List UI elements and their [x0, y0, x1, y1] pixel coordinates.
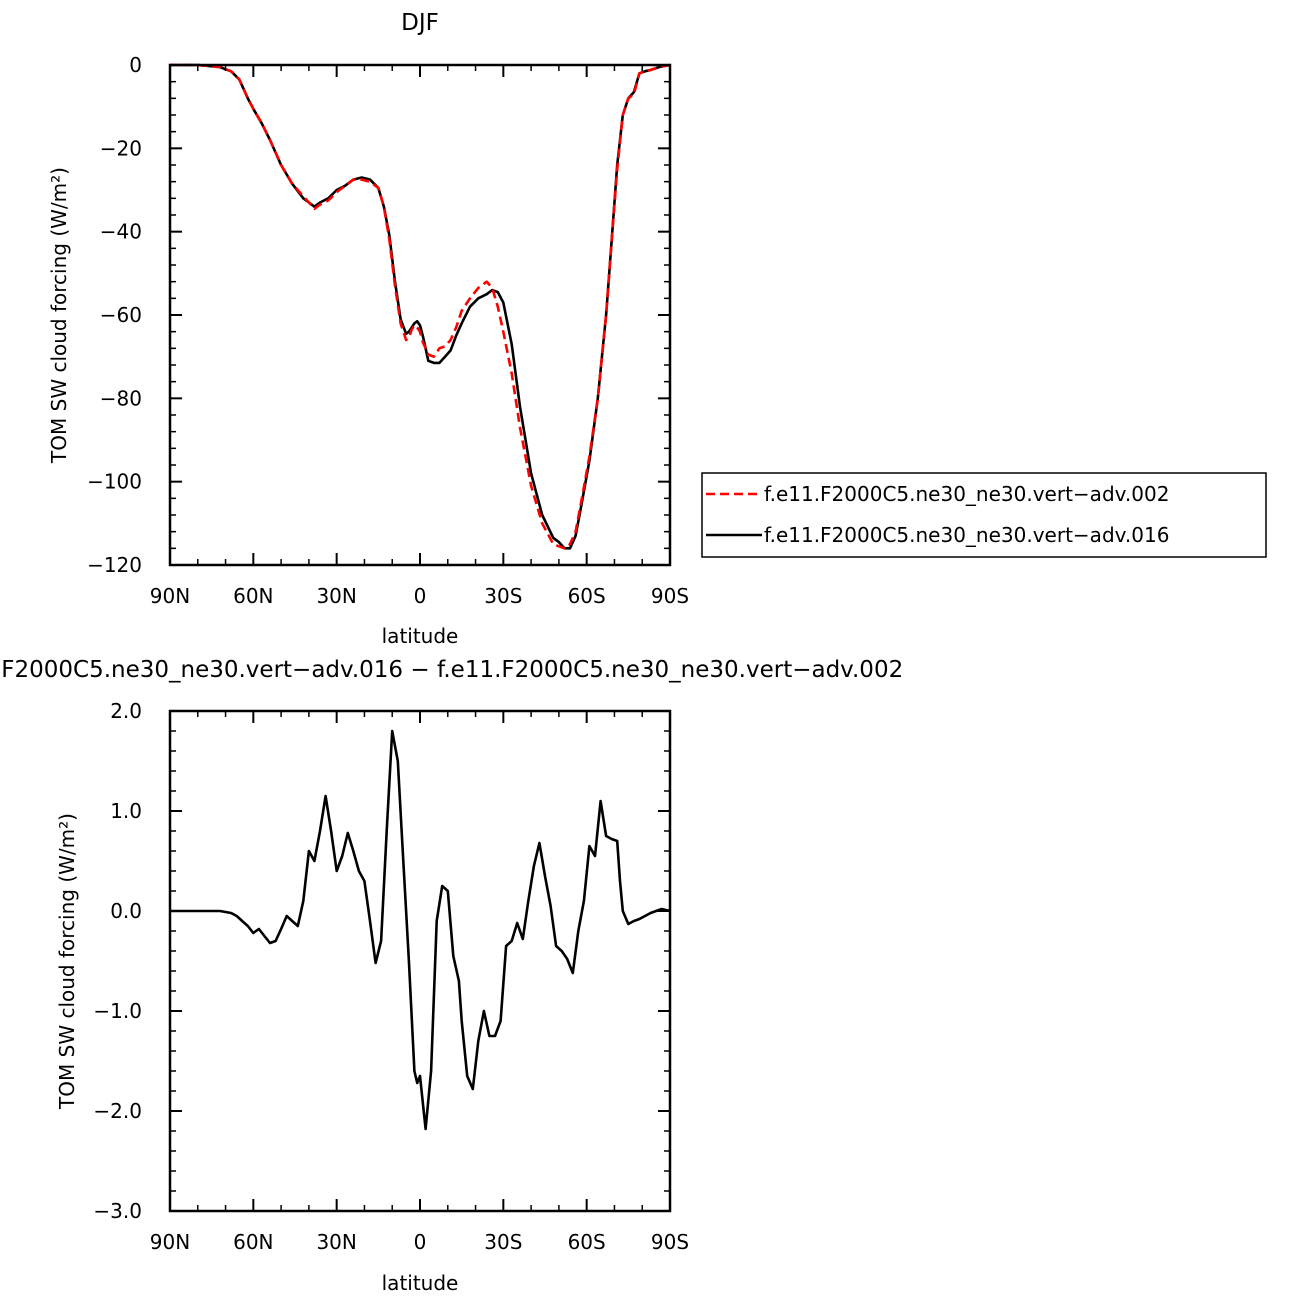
x-tick-label: 90S [651, 584, 689, 608]
bottom-chart-xlabel: latitude [382, 1271, 459, 1295]
y-tick-label: −120 [87, 553, 142, 577]
x-tick-label: 60N [233, 584, 273, 608]
top-chart-title: DJF [401, 10, 439, 36]
x-tick-label: 30N [316, 1230, 356, 1254]
top-chart-panel: DJF 90N 60N 30N 0 30S 60S 90S 0 −20 −40 −60 −80 −100… [47, 10, 1267, 648]
x-tick-label: 30N [316, 584, 356, 608]
bottom-chart-ylabel: TOM SW cloud forcing (W/m²) [55, 813, 79, 1110]
top-chart-ylabel: TOM SW cloud forcing (W/m²) [47, 167, 71, 464]
legend-label-series-1: f.e11.F2000C5.ne30_ne30.vert−adv.002 [764, 482, 1169, 506]
y-tick-label: −60 [100, 303, 142, 327]
y-tick-label: −100 [87, 470, 142, 494]
y-tick-label: −1.0 [93, 999, 142, 1023]
y-tick-label: 0.0 [110, 899, 142, 923]
x-tick-label: 90S [651, 1230, 689, 1254]
x-tick-label: 30S [484, 1230, 522, 1254]
y-tick-label: 0 [129, 53, 142, 77]
x-tick-label: 0 [414, 584, 427, 608]
x-tick-label: 30S [484, 584, 522, 608]
y-tick-label: −20 [100, 136, 142, 160]
bottom-chart-title: f.e11.F2000C5.ne30_ne30.vert−adv.016 − f… [0, 657, 903, 683]
bottom-chart-panel: f.e11.F2000C5.ne30_ne30.vert−adv.016 − f… [0, 657, 903, 1295]
y-tick-label: −3.0 [93, 1199, 142, 1223]
x-tick-label: 60S [568, 584, 606, 608]
series-line-1 [170, 729, 671, 1131]
series-line-1 [170, 63, 671, 550]
x-tick-label: 60S [568, 1230, 606, 1254]
y-tick-label: −40 [100, 220, 142, 244]
series-line-2 [170, 63, 671, 550]
x-tick-label: 90N [150, 584, 190, 608]
y-tick-label: −2.0 [93, 1099, 142, 1123]
legend: f.e11.F2000C5.ne30_ne30.vert−adv.002 f.e… [701, 472, 1267, 558]
x-tick-label: 60N [233, 1230, 273, 1254]
y-tick-label: 1.0 [110, 799, 142, 823]
legend-box [701, 472, 1267, 558]
y-tick-label: −80 [100, 386, 142, 410]
bottom-chart-frame [168, 709, 672, 1213]
y-tick-label: 2.0 [110, 699, 142, 723]
top-chart-xlabel: latitude [382, 624, 459, 648]
top-chart-frame [168, 63, 672, 567]
x-tick-label: 90N [150, 1230, 190, 1254]
x-tick-label: 0 [414, 1230, 427, 1254]
legend-label-series-2: f.e11.F2000C5.ne30_ne30.vert−adv.016 [764, 523, 1169, 547]
